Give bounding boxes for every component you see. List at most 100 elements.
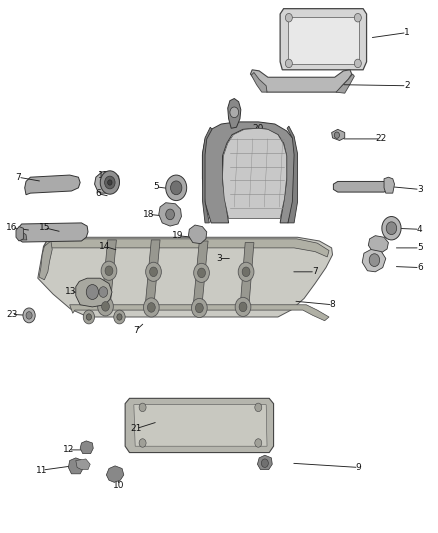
Circle shape: [239, 302, 247, 312]
Circle shape: [354, 59, 361, 68]
Polygon shape: [159, 203, 181, 226]
Polygon shape: [16, 227, 23, 241]
Circle shape: [117, 314, 122, 320]
Polygon shape: [288, 17, 359, 64]
Polygon shape: [202, 122, 297, 223]
Circle shape: [26, 312, 32, 319]
Circle shape: [170, 181, 182, 195]
Circle shape: [235, 297, 251, 317]
Polygon shape: [80, 441, 93, 454]
Text: 11: 11: [36, 466, 48, 474]
Text: 20: 20: [253, 124, 264, 133]
Text: 16: 16: [6, 223, 18, 232]
Polygon shape: [202, 127, 212, 223]
Circle shape: [334, 132, 339, 139]
Polygon shape: [188, 225, 207, 244]
Polygon shape: [43, 239, 329, 257]
Circle shape: [100, 171, 120, 194]
Circle shape: [286, 59, 292, 68]
Polygon shape: [76, 278, 112, 307]
Text: 19: 19: [172, 231, 183, 240]
Circle shape: [386, 222, 397, 235]
Circle shape: [286, 13, 292, 22]
Polygon shape: [223, 128, 287, 219]
Circle shape: [166, 209, 174, 220]
Polygon shape: [280, 9, 367, 70]
Polygon shape: [76, 459, 90, 470]
Circle shape: [238, 262, 254, 281]
Circle shape: [194, 263, 209, 282]
Polygon shape: [106, 466, 124, 482]
Polygon shape: [145, 240, 160, 310]
Circle shape: [83, 310, 95, 324]
Polygon shape: [333, 181, 389, 192]
Text: 21: 21: [131, 424, 142, 433]
Circle shape: [261, 459, 268, 467]
Polygon shape: [362, 249, 386, 272]
Text: 6: 6: [417, 263, 423, 272]
Text: 5: 5: [153, 182, 159, 191]
Text: 23: 23: [6, 310, 17, 319]
Circle shape: [382, 216, 401, 240]
Circle shape: [198, 268, 205, 278]
Polygon shape: [193, 241, 208, 310]
Polygon shape: [39, 241, 52, 280]
Polygon shape: [228, 99, 241, 128]
Circle shape: [191, 298, 207, 318]
Circle shape: [102, 302, 110, 311]
Text: 4: 4: [417, 225, 423, 234]
Circle shape: [255, 439, 262, 447]
Polygon shape: [336, 74, 354, 93]
Circle shape: [195, 303, 203, 313]
Circle shape: [148, 303, 155, 312]
Text: 5: 5: [417, 244, 423, 253]
Circle shape: [230, 107, 239, 118]
Circle shape: [139, 439, 146, 447]
Text: 10: 10: [113, 481, 124, 490]
Text: 7: 7: [312, 268, 318, 276]
Text: 2: 2: [404, 81, 410, 90]
Text: 22: 22: [375, 134, 386, 143]
Text: 18: 18: [143, 210, 155, 219]
Polygon shape: [258, 455, 272, 470]
Text: 3: 3: [417, 185, 423, 194]
Text: 13: 13: [65, 287, 76, 296]
Polygon shape: [95, 172, 120, 193]
Circle shape: [105, 266, 113, 276]
Circle shape: [369, 254, 380, 266]
Circle shape: [23, 308, 35, 323]
Circle shape: [98, 297, 113, 316]
Polygon shape: [17, 232, 27, 240]
Text: 12: 12: [63, 446, 74, 455]
Polygon shape: [251, 70, 352, 92]
Text: 17: 17: [98, 171, 109, 180]
Polygon shape: [287, 126, 297, 223]
Text: 6: 6: [95, 189, 101, 198]
Polygon shape: [368, 236, 389, 253]
Circle shape: [255, 403, 262, 411]
Polygon shape: [240, 243, 254, 309]
Text: 15: 15: [39, 223, 50, 232]
Circle shape: [146, 262, 161, 281]
Polygon shape: [68, 458, 84, 474]
Polygon shape: [134, 405, 267, 446]
Text: 9: 9: [356, 463, 362, 472]
Text: 1: 1: [404, 28, 410, 37]
Polygon shape: [17, 223, 88, 242]
Circle shape: [166, 175, 187, 200]
Circle shape: [108, 180, 112, 185]
Text: 14: 14: [99, 242, 110, 251]
Polygon shape: [251, 72, 267, 92]
Polygon shape: [38, 237, 332, 317]
Polygon shape: [384, 177, 395, 193]
Text: 7: 7: [15, 173, 21, 182]
Circle shape: [150, 267, 157, 277]
Circle shape: [105, 176, 115, 189]
Circle shape: [114, 310, 125, 324]
Circle shape: [86, 314, 92, 320]
Circle shape: [242, 267, 250, 277]
Circle shape: [99, 287, 108, 297]
Text: 7: 7: [133, 326, 139, 335]
Circle shape: [144, 298, 159, 317]
Circle shape: [101, 261, 117, 280]
